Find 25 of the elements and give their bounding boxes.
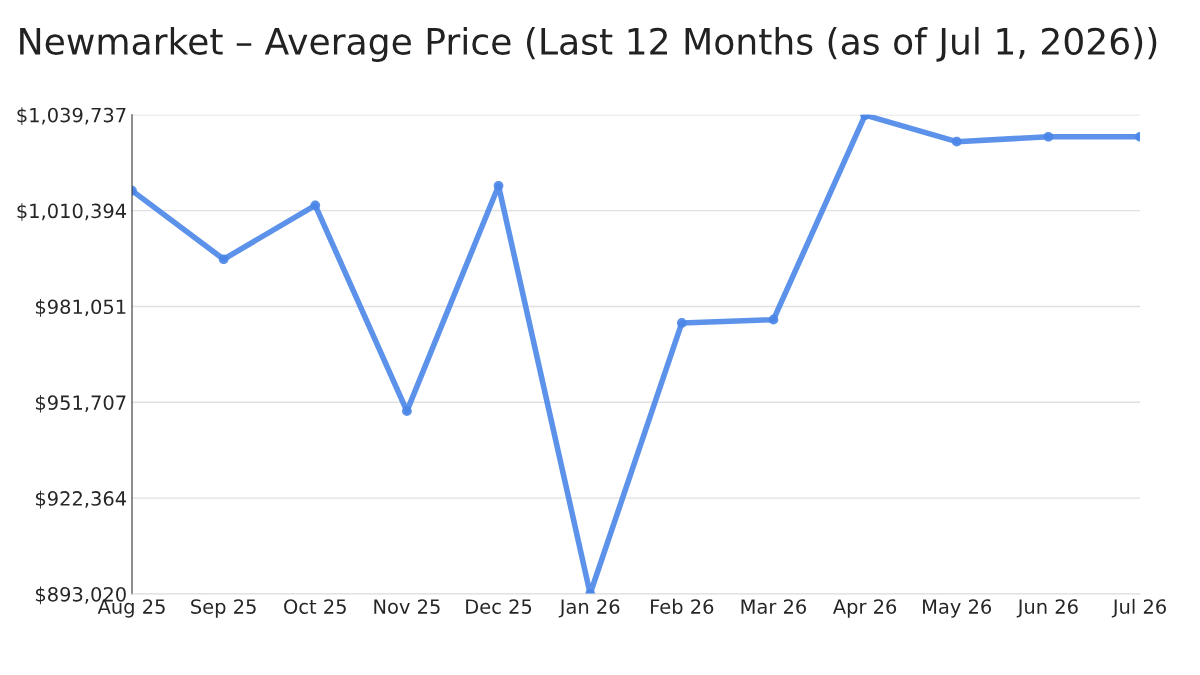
point: [951, 136, 962, 147]
x-tick-label: Dec 25: [466, 599, 532, 614]
x-tick-label: Oct 25: [284, 599, 346, 614]
point: [768, 314, 779, 325]
point: [310, 200, 321, 211]
x-tick-label: Jun 26: [1016, 599, 1078, 618]
x-tick-label: Nov 25: [374, 599, 440, 614]
x-tick-label: May 26: [923, 599, 992, 618]
x-tick-label: Feb 26: [651, 598, 714, 614]
point: [218, 254, 229, 265]
y-tick-label: $1,010,394: [17, 203, 127, 221]
y-tick-label: $981,051: [35, 299, 126, 317]
chart-title: Newmarket – Average Price (Last 12 Months (as of Jul 1, 2026)): [20, 27, 1157, 62]
y-tick-label: $1,039,737: [17, 107, 126, 125]
x-tick-label: Sep 25: [191, 599, 256, 618]
point: [493, 180, 504, 191]
point: [1043, 131, 1054, 142]
x-tick-label: Jul 26: [1111, 598, 1166, 618]
point: [676, 318, 687, 328]
x-tick-label: Mar 26: [741, 599, 807, 614]
x-tick-label: Apr 26: [832, 599, 897, 618]
x-tick-label: Jan 26: [558, 599, 620, 618]
y-tick-label: $951,707: [35, 394, 126, 413]
point: [402, 406, 412, 416]
y-tick-label: $922,364: [35, 490, 127, 509]
